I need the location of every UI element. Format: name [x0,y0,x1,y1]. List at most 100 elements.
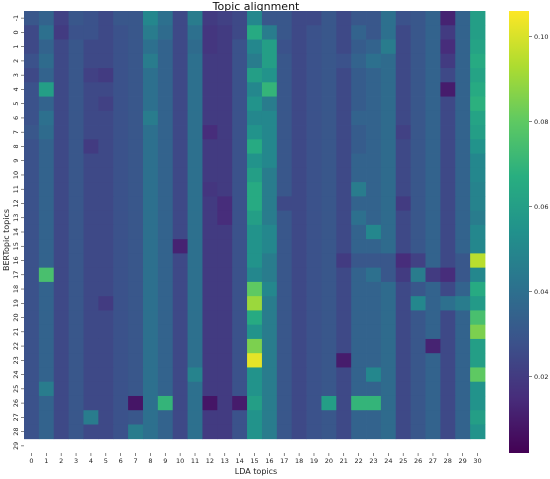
heatmap-cell [425,82,441,97]
heatmap-cell [455,110,471,126]
heatmap-cell [38,310,55,326]
heatmap-cell [291,196,307,212]
heatmap-cell [157,39,174,55]
heatmap-cell [113,110,129,126]
heatmap-cell [38,224,55,240]
heatmap-cell [395,324,412,340]
heatmap-cell [68,182,84,197]
heatmap-cell [261,353,278,368]
heatmap-cell [351,424,367,440]
heatmap-cell [425,210,441,226]
heatmap-cell [321,167,337,183]
heatmap-cell [217,310,233,326]
heatmap-cell [187,281,203,297]
heatmap-cell [351,296,367,311]
heatmap-cell [366,296,382,311]
heatmap-cell [128,153,144,169]
chart-title: Topic alignment [212,0,300,13]
heatmap-cell [187,395,203,411]
heatmap-cell [351,167,367,183]
heatmap-cell [455,224,471,240]
heatmap-cell [395,110,412,126]
heatmap-cell [172,11,188,26]
heatmap-cell [410,82,426,97]
heatmap-cell [113,253,129,269]
heatmap-cell [24,11,40,26]
heatmap-cell [291,182,307,197]
heatmap-cell [187,210,203,226]
heatmap-cell [247,82,263,97]
heatmap-cell [68,11,84,26]
heatmap-cell [157,367,174,383]
y-tick-label: 19 [12,299,20,307]
heatmap-cell [440,381,456,397]
heatmap-cell [142,196,159,212]
heatmap-cell [470,281,486,297]
heatmap-cell [261,139,278,154]
heatmap-cell [38,267,55,283]
heatmap-cell [157,424,174,440]
heatmap-cell [68,53,84,69]
heatmap-cell [98,324,114,340]
heatmap-cell [202,281,218,297]
heatmap-cell [366,167,382,183]
heatmap-cell [217,153,233,169]
heatmap-cell [410,11,426,26]
heatmap-cell [68,424,84,440]
heatmap-cell [276,310,293,326]
heatmap-cell [425,39,441,55]
heatmap-cell [98,53,114,69]
colorbar-ticks: 0.02 0.04 0.06 0.08 0.10 [529,33,548,381]
heatmap-cell [276,139,293,154]
heatmap-cell [380,182,397,197]
heatmap-cell [261,210,278,226]
heatmap-cell [217,239,233,254]
heatmap-cell [425,25,441,40]
heatmap-cell [366,224,382,240]
heatmap-cell [83,239,99,254]
heatmap-cell [306,410,322,425]
heatmap-cell [157,410,174,425]
heatmap-cell [380,125,397,140]
heatmap-cell [351,53,367,69]
heatmap-cell [24,125,40,140]
x-tick-label: 24 [384,457,392,465]
heatmap-cell [83,410,99,425]
heatmap-cell [142,224,159,240]
heatmap-cell [83,182,99,197]
heatmap-cell [455,424,471,440]
heatmap-cell [232,267,248,283]
heatmap-cell [217,125,233,140]
colorbar [509,11,529,453]
heatmap-cell [425,253,441,269]
heatmap-cell [113,96,129,112]
heatmap-cell [276,167,293,183]
colorbar-tick-label: 0.02 [534,373,548,381]
heatmap-cell [247,239,263,254]
heatmap-cell [157,239,174,254]
heatmap-cell [261,11,278,26]
heatmap-cell [24,281,40,297]
heatmap-cell [128,25,144,40]
heatmap-cell [172,196,188,212]
heatmap-cell [321,68,337,83]
heatmap-cell [247,25,263,40]
heatmap-cell [187,296,203,311]
x-tick-label: 16 [265,457,273,465]
heatmap-cell [321,353,337,368]
heatmap-cell [68,296,84,311]
heatmap-cell [276,296,293,311]
heatmap-cell [202,110,218,126]
heatmap-cell [113,239,129,254]
heatmap-cell [425,410,441,425]
heatmap-cell [68,281,84,297]
heatmap-cell [425,296,441,311]
heatmap-cell [24,167,40,183]
heatmap-cell [68,367,84,383]
heatmap-cell [276,353,293,368]
heatmap-cell [232,239,248,254]
heatmap-cell [470,239,486,254]
heatmap-cell [425,224,441,240]
heatmap-cell [142,25,159,40]
